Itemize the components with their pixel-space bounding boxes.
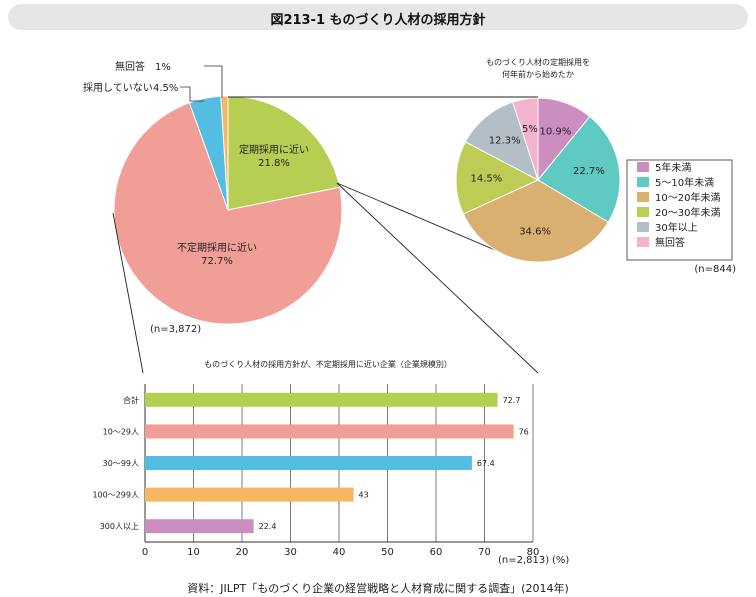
regular-start-value-label-4: 12.3% bbox=[489, 136, 521, 147]
policy-pie-chart bbox=[113, 95, 343, 325]
page-title: 図213-1 ものづくり人材の採用方針 bbox=[270, 13, 486, 28]
n-label-regular-start: (n=844) bbox=[694, 264, 736, 275]
title-bar: 図213-1 ものづくり人材の採用方針 bbox=[8, 4, 748, 30]
callout-lines bbox=[180, 65, 223, 102]
n-label-policy: (n=3,872) bbox=[150, 324, 201, 335]
connector-lines-bottom bbox=[112, 182, 539, 374]
x-tick-label-3: 30 bbox=[284, 547, 297, 558]
x-tick-label-0: 0 bbox=[142, 547, 148, 558]
label-not-hiring: 採用していない bbox=[83, 81, 153, 94]
x-tick-label-4: 40 bbox=[333, 547, 346, 558]
regular-start-pie-slice-2 bbox=[462, 179, 610, 263]
label-irregular: 不定期採用に近い bbox=[177, 241, 257, 254]
x-tick-label-6: 60 bbox=[430, 547, 443, 558]
source-note: 資料：JILPT「ものづくり企業の経営戦略と人材育成に関する調査」(2014年) bbox=[187, 582, 569, 595]
x-tick-label-1: 10 bbox=[187, 547, 200, 558]
category-label-3: 100～299人 bbox=[92, 491, 139, 500]
legend-label-4: 30年以上 bbox=[655, 221, 698, 234]
connector-lines-right bbox=[228, 96, 538, 259]
category-label-1: 10～29人 bbox=[103, 427, 139, 436]
bar-4 bbox=[145, 519, 254, 534]
legend-swatch-4 bbox=[637, 222, 649, 232]
regular-start-pie-slice-3 bbox=[455, 141, 540, 215]
n-label-bar: (n=2,813) bbox=[498, 555, 549, 566]
label-no-answer: 無回答 bbox=[115, 60, 145, 73]
regular-start-value-label-1: 22.7% bbox=[573, 166, 605, 177]
value-regular: 21.8% bbox=[258, 158, 290, 169]
category-label-4: 300人以上 bbox=[100, 522, 139, 531]
x-tick-label-5: 50 bbox=[381, 547, 394, 558]
label-regular: 定期採用に近い bbox=[239, 143, 309, 156]
bar-value-label-4: 22.4 bbox=[259, 522, 277, 531]
x-tick-label-7: 70 bbox=[478, 547, 491, 558]
value-irregular: 72.7% bbox=[201, 256, 233, 267]
legend-label-2: 10～20年未満 bbox=[655, 191, 720, 204]
bar-0 bbox=[145, 392, 498, 407]
legend-swatch-2 bbox=[637, 192, 649, 202]
legend-swatch-5 bbox=[637, 237, 649, 247]
regular-start-value-label-5: 5% bbox=[522, 124, 538, 135]
regular-start-pie-slice-5 bbox=[512, 97, 539, 181]
category-label-2: 30～99人 bbox=[103, 459, 139, 468]
legend-label-0: 5年未満 bbox=[655, 161, 691, 174]
callout-line-not-hiring bbox=[180, 86, 204, 102]
regular-start-pie-slice-1 bbox=[537, 115, 621, 223]
regular-start-pie-slice-4 bbox=[464, 101, 539, 182]
regular-start-title-line2: 何年前から始めたか bbox=[502, 69, 574, 79]
bar-1 bbox=[145, 424, 514, 439]
bar-value-label-2: 67.4 bbox=[477, 459, 495, 468]
bar-chart-title: ものづくり人材の採用方針が、不定期採用に近い企業（企業規模別） bbox=[204, 359, 452, 369]
policy-pie-slice-1 bbox=[113, 102, 343, 325]
legend-label-1: 5～10年未満 bbox=[655, 176, 714, 189]
regular-start-value-label-2: 34.6% bbox=[519, 227, 551, 238]
regular-start-value-label-3: 14.5% bbox=[470, 174, 502, 185]
policy-pie-slice-3 bbox=[220, 95, 229, 211]
legend-label-3: 20～30年未満 bbox=[655, 206, 720, 219]
regular-start-pie-chart: 10.9% 22.7% 34.6% 14.5% 12.3%5% bbox=[455, 97, 621, 263]
value-no-answer: 1% bbox=[155, 62, 171, 73]
value-not-hiring: 4.5% bbox=[153, 83, 178, 94]
bar-3 bbox=[145, 487, 354, 502]
bar-value-label-0: 72.7 bbox=[503, 396, 521, 405]
x-tick-label-8: 80 bbox=[527, 547, 540, 558]
regular-start-title-line1: ものづくり人材の定期採用を bbox=[486, 57, 590, 67]
x-tick-label-2: 20 bbox=[236, 547, 249, 558]
unit-label: (%) bbox=[552, 555, 569, 566]
bar-value-label-1: 76 bbox=[519, 427, 529, 436]
bar-2 bbox=[145, 456, 472, 470]
legend-swatch-1 bbox=[637, 177, 649, 187]
callout-line-no-answer bbox=[204, 65, 223, 98]
category-label-0: 合計 bbox=[123, 395, 139, 405]
legend-swatch-0 bbox=[637, 162, 649, 172]
irregular-by-size-bar-chart: 0 10 20 30 40 50 60 70 80 合計 72.7 10～29人 76 30～99人 67.… bbox=[92, 384, 539, 558]
regular-start-value-label-0: 10.9% bbox=[539, 126, 571, 137]
legend-label-5: 無回答 bbox=[655, 236, 685, 249]
legend-swatch-3 bbox=[637, 207, 649, 217]
bar-value-label-3: 43 bbox=[359, 491, 369, 500]
